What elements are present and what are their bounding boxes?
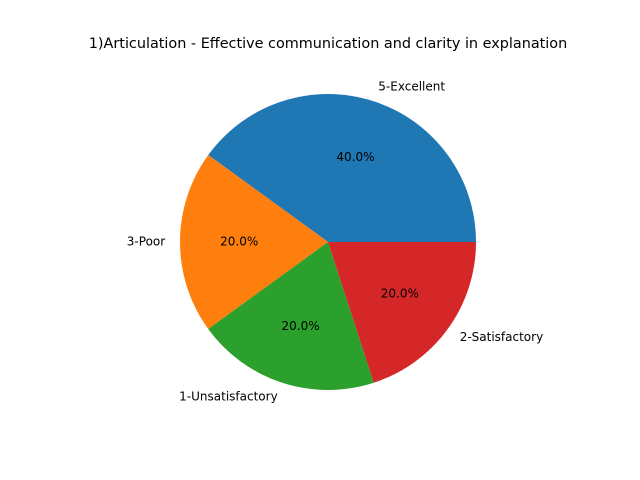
slice-label: 2-Satisfactory — [460, 330, 543, 344]
slice-percent-label: 20.0% — [281, 319, 319, 333]
pie-slice-2-satisfactory — [328, 242, 476, 383]
slice-percent-label: 20.0% — [381, 287, 419, 301]
slice-label: 1-Unsatisfactory — [179, 389, 278, 403]
chart-title: 1)Articulation - Effective communication… — [89, 36, 567, 52]
pie-slice-5-excellent — [208, 94, 477, 242]
slice-label: 5-Excellent — [378, 80, 445, 94]
pie-slice-1-unsatisfactory — [208, 242, 374, 391]
pie-slices — [180, 94, 477, 391]
slice-label: 3-Poor — [127, 235, 165, 249]
pie-labels: 5-Excellent 40.0% 3-Poor 20.0% 1-Unsatisfact… — [127, 80, 543, 404]
pie-slice-3-poor — [180, 155, 328, 329]
slice-percent-label: 40.0% — [336, 150, 374, 164]
slice-percent-label: 20.0% — [220, 235, 258, 249]
